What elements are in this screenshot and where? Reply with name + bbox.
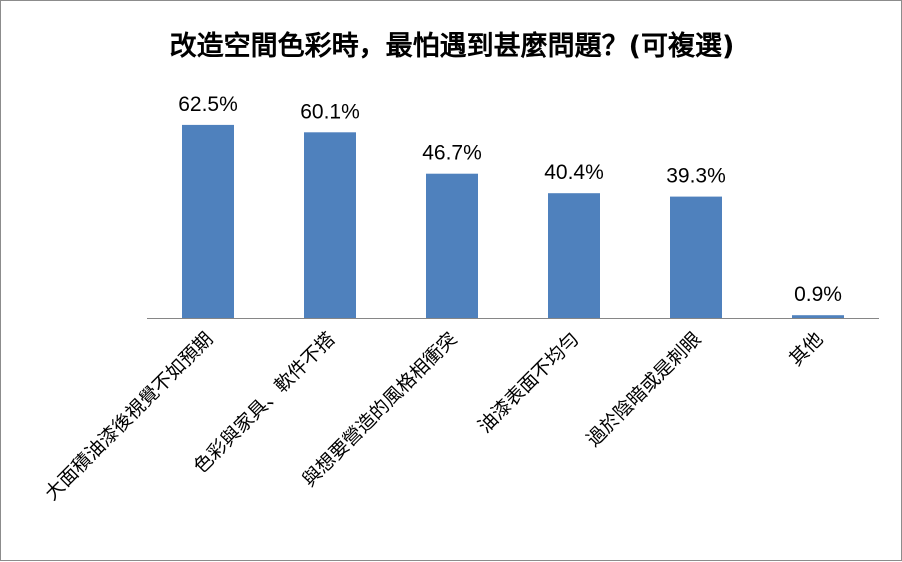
category-label: 油漆表面不均勻 (474, 328, 584, 438)
bar (304, 132, 356, 318)
data-label: 60.1% (300, 100, 360, 123)
bar (670, 196, 722, 318)
category-label: 大面積油漆後視覺不如預期 (41, 328, 218, 505)
data-label: 46.7% (422, 142, 482, 165)
bar (548, 193, 600, 318)
category-label: 色彩與家具、軟件不搭 (190, 328, 340, 478)
bar (792, 315, 844, 318)
bar (426, 173, 478, 318)
data-label: 39.3% (666, 165, 726, 188)
category-label: 過於陰暗或是刺眼 (582, 328, 705, 451)
data-label: 40.4% (544, 161, 604, 184)
data-label: 0.9% (794, 283, 842, 306)
category-label: 其他 (785, 328, 827, 370)
bar (182, 124, 234, 319)
data-label: 62.5% (178, 93, 238, 116)
chart-title: 改造空間色彩時，最怕遇到甚麼問題？(可複選) (169, 31, 735, 62)
